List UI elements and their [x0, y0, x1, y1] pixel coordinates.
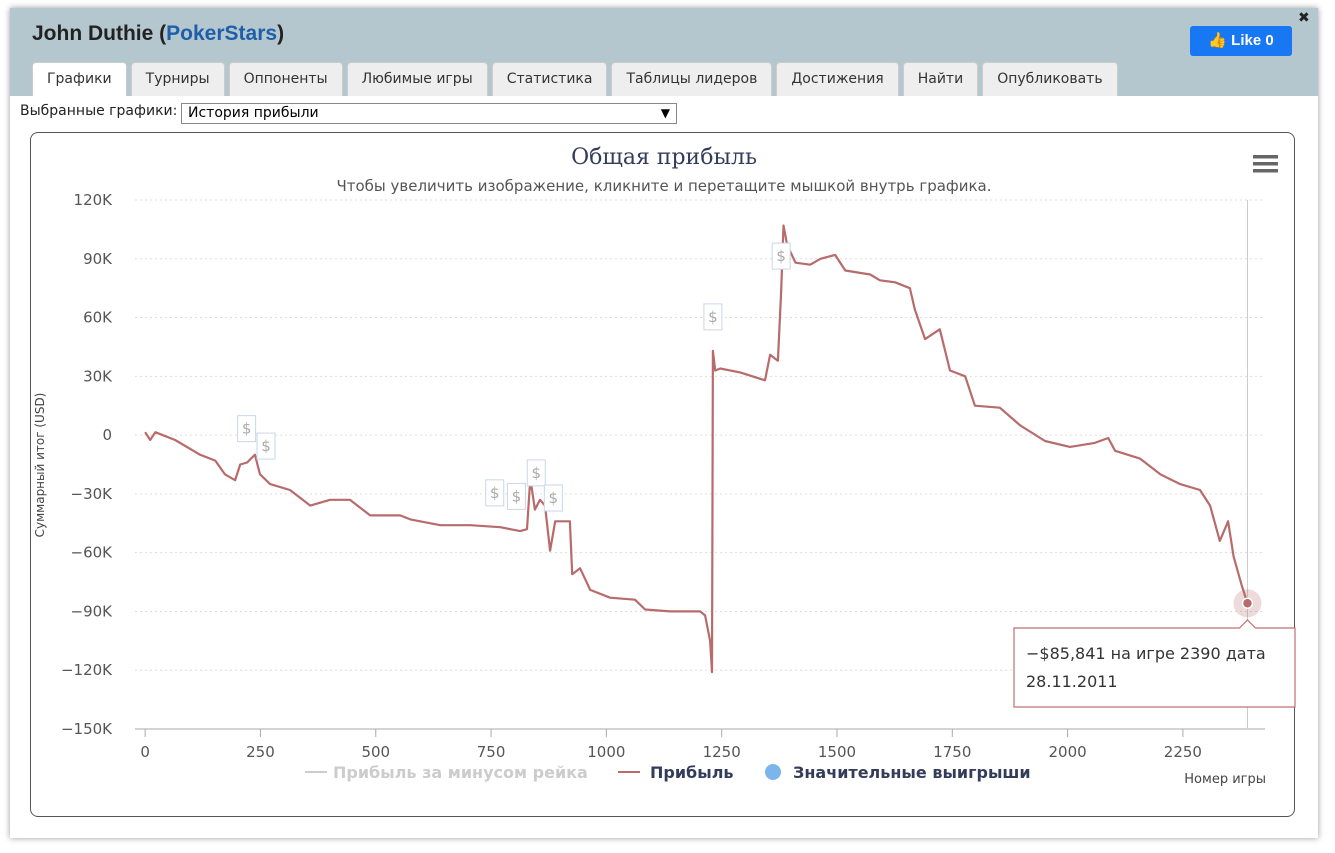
y-tick-label: −60K [71, 544, 114, 562]
win-flag: $ [485, 479, 505, 507]
player-title: John Duthie (PokerStars) [32, 22, 284, 46]
x-tick-label: 500 [361, 743, 390, 761]
like-button[interactable]: 👍 Like 0 [1190, 26, 1292, 56]
profit-line [144, 224, 1249, 674]
flag-label: $ [776, 247, 786, 265]
flag-box [506, 482, 526, 510]
win-flag: $ [526, 459, 546, 487]
tab[interactable]: Опубликовать [982, 62, 1118, 96]
y-tick-label: −30K [71, 485, 114, 503]
x-tick-label: 2000 [1049, 743, 1087, 761]
win-flag: $ [543, 484, 563, 512]
legend-symbol [765, 764, 781, 780]
x-tick-label: 0 [140, 743, 150, 761]
chart-frame [30, 132, 1295, 817]
win-flag: $ [237, 415, 257, 443]
header: John Duthie (PokerStars) 👍 Like 0 ✖ Граф… [10, 8, 1318, 96]
tab[interactable]: Любимые игры [346, 62, 488, 96]
flag-label: $ [531, 464, 541, 482]
flag-box [237, 415, 257, 443]
y-tick-label: −90K [71, 602, 114, 620]
tooltip-box [1013, 619, 1296, 708]
window: John Duthie (PokerStars) 👍 Like 0 ✖ Граф… [10, 8, 1318, 838]
flag-box [543, 484, 563, 512]
x-tick-label: 750 [477, 743, 506, 761]
tab[interactable]: Турниры [130, 62, 225, 96]
tab[interactable]: Графики [32, 62, 127, 96]
flag-box [771, 242, 791, 270]
y-tick-label: −150K [61, 720, 113, 738]
y-tick-label: 90K [83, 250, 113, 268]
y-tick-label: 120K [74, 191, 114, 209]
tab[interactable]: Оппоненты [228, 62, 343, 96]
x-tick-label: 2250 [1164, 743, 1202, 761]
flag-box [485, 479, 505, 507]
point [1241, 597, 1254, 610]
flag-box [256, 432, 276, 460]
x-tick-label: 250 [246, 743, 275, 761]
x-tick-label: 1500 [818, 743, 856, 761]
x-tick-label: 1000 [587, 743, 625, 761]
tooltip-text: −$85,841 на игре 2390 дата [1026, 644, 1266, 663]
win-flag: $ [506, 482, 526, 510]
like-label: Like [1231, 32, 1262, 49]
tab-bar: Графики Турниры Оппоненты Любимые игры Стати… [32, 62, 1118, 96]
title-suffix: ) [277, 22, 285, 45]
tooltip-text: 28.11.2011 [1026, 672, 1118, 691]
y-tick-label: 60K [83, 309, 113, 327]
menu-icon[interactable] [1253, 155, 1278, 173]
chart-select[interactable]: История прибыли ▼ [181, 103, 677, 124]
flag-label: $ [549, 489, 559, 507]
flag-label: $ [512, 487, 522, 505]
flag-label: $ [261, 437, 271, 455]
close-button[interactable]: ✖ [1298, 10, 1310, 26]
legend-label: Прибыль [650, 763, 734, 782]
select-arrow: ▼ [660, 106, 670, 120]
tab[interactable]: Найти [902, 62, 979, 96]
x-tick-label: 1250 [703, 743, 741, 761]
win-flag: $ [256, 432, 276, 460]
chart-subtitle: Чтобы увеличить изображение, кликните и … [336, 177, 991, 195]
y-tick-label: 0 [102, 426, 112, 444]
flag-label: $ [242, 420, 252, 438]
y-axis-label: Суммарный итог (USD) [33, 393, 47, 538]
select-value: История прибыли [188, 105, 319, 121]
flag-box [526, 459, 546, 487]
tab[interactable]: Достижения [776, 62, 899, 96]
y-tick-label: −120K [61, 661, 113, 679]
like-count: 0 [1265, 32, 1274, 49]
win-flag: $ [703, 303, 723, 331]
site-link[interactable]: PokerStars [166, 22, 278, 45]
title-prefix: John Duthie ( [32, 22, 167, 45]
tab[interactable]: Статистика [491, 62, 608, 96]
legend-label: Значительные выигрыши [793, 763, 1031, 782]
win-flag: $ [771, 242, 791, 270]
flag-box [703, 303, 723, 331]
y-tick-label: 30K [83, 367, 113, 385]
chart-title: Общая прибыль [571, 145, 757, 170]
flag-label: $ [490, 484, 500, 502]
x-tick-label: 1750 [933, 743, 971, 761]
x-axis-label: Номер игры [1184, 772, 1266, 787]
selector-label: Выбранные графики: [20, 103, 178, 119]
flag-label: $ [708, 308, 718, 326]
tab[interactable]: Таблицы лидеров [611, 62, 773, 96]
legend-label: Прибыль за минусом рейка [333, 763, 588, 782]
